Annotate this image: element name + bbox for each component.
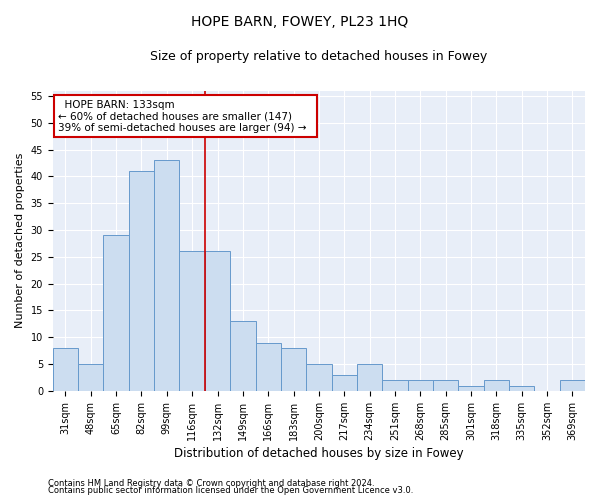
Bar: [205, 252, 230, 391]
Bar: [407, 380, 433, 391]
Bar: [484, 380, 509, 391]
Bar: [433, 380, 458, 391]
Text: Contains public sector information licensed under the Open Government Licence v3: Contains public sector information licen…: [48, 486, 413, 495]
Text: HOPE BARN: 133sqm
← 60% of detached houses are smaller (147)
39% of semi-detache: HOPE BARN: 133sqm ← 60% of detached hous…: [58, 100, 313, 133]
Bar: [509, 386, 535, 391]
Text: Contains HM Land Registry data © Crown copyright and database right 2024.: Contains HM Land Registry data © Crown c…: [48, 478, 374, 488]
Bar: [458, 386, 484, 391]
Bar: [256, 342, 281, 391]
Bar: [332, 375, 357, 391]
Bar: [103, 236, 129, 391]
Bar: [306, 364, 332, 391]
Bar: [560, 380, 585, 391]
X-axis label: Distribution of detached houses by size in Fowey: Distribution of detached houses by size …: [174, 447, 464, 460]
Bar: [78, 364, 103, 391]
Bar: [230, 321, 256, 391]
Bar: [382, 380, 407, 391]
Bar: [129, 171, 154, 391]
Bar: [179, 252, 205, 391]
Bar: [357, 364, 382, 391]
Bar: [53, 348, 78, 391]
Bar: [154, 160, 179, 391]
Title: Size of property relative to detached houses in Fowey: Size of property relative to detached ho…: [150, 50, 488, 63]
Text: HOPE BARN, FOWEY, PL23 1HQ: HOPE BARN, FOWEY, PL23 1HQ: [191, 15, 409, 29]
Bar: [281, 348, 306, 391]
Y-axis label: Number of detached properties: Number of detached properties: [15, 153, 25, 328]
